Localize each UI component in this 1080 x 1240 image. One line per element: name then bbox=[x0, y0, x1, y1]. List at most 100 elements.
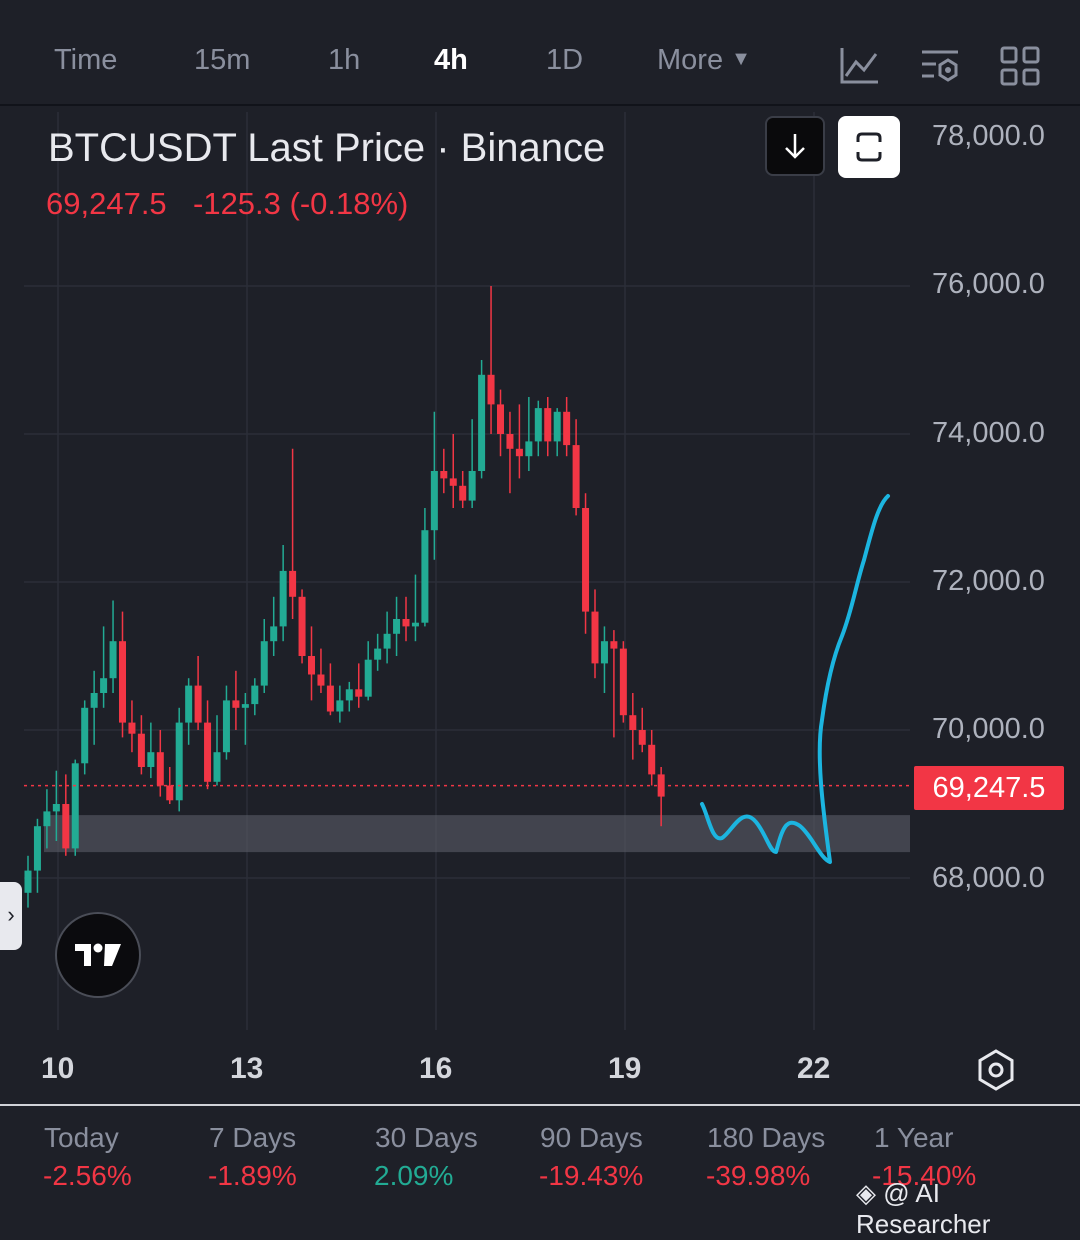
watermark: ◈ @ AI Researcher bbox=[856, 1178, 1080, 1240]
candle-up bbox=[468, 471, 476, 501]
perf-label-90days: 90 Days bbox=[540, 1122, 643, 1153]
candle-up bbox=[213, 752, 221, 782]
x-tick-label: 13 bbox=[230, 1052, 264, 1085]
tab-more[interactable]: More ▼ bbox=[657, 44, 751, 77]
candle-down bbox=[166, 785, 174, 801]
tradingview-logo[interactable] bbox=[55, 912, 141, 998]
watermark-text: @ AI Researcher bbox=[856, 1178, 991, 1239]
candle-up bbox=[52, 804, 60, 812]
candle-up bbox=[81, 707, 89, 764]
candle-up bbox=[100, 678, 108, 693]
arrow-down-icon bbox=[785, 134, 805, 159]
perf-value-90days: -19.43% bbox=[539, 1160, 644, 1191]
candle-up bbox=[430, 471, 438, 531]
perf-value-1year: -15.40% bbox=[872, 1160, 977, 1191]
candle-down bbox=[204, 722, 212, 782]
candle-down bbox=[355, 689, 363, 697]
candle-up bbox=[90, 693, 98, 708]
y-tick-label: 72,000.0 bbox=[932, 565, 1045, 597]
tab-1d[interactable]: 1D bbox=[546, 44, 584, 76]
perf-label-30days: 30 Days bbox=[375, 1122, 478, 1153]
last-price-tag: 69,247.5 bbox=[914, 766, 1064, 810]
symbol-title: BTCUSDT Last Price · Binance bbox=[48, 126, 606, 170]
y-tick-label: 70,000.0 bbox=[932, 713, 1045, 745]
candle-down bbox=[619, 648, 627, 716]
candle-down bbox=[459, 485, 467, 501]
candle-up bbox=[336, 700, 344, 712]
perf-value-30days: 2.09% bbox=[374, 1160, 454, 1191]
candle-down bbox=[119, 641, 126, 723]
candle-up bbox=[383, 633, 391, 649]
candle-down bbox=[232, 700, 240, 708]
candle-down bbox=[638, 730, 646, 745]
candle-up bbox=[525, 441, 533, 457]
projection-drawing bbox=[700, 494, 890, 864]
last-price: 69,247.5 bbox=[46, 186, 167, 221]
chart-settings-icon[interactable] bbox=[918, 44, 962, 88]
candle-down bbox=[449, 478, 457, 486]
candle-up bbox=[270, 626, 278, 642]
perf-value-180days: -39.98% bbox=[706, 1160, 811, 1191]
perf-value-today: -2.56% bbox=[43, 1160, 132, 1191]
x-tick-label: 19 bbox=[608, 1052, 642, 1085]
indicators-icon[interactable] bbox=[838, 44, 882, 88]
scroll-down-button[interactable] bbox=[765, 116, 825, 176]
expand-panel-button[interactable]: › bbox=[0, 882, 22, 950]
candle-up bbox=[241, 704, 249, 708]
candle-down bbox=[629, 715, 637, 730]
candle-down bbox=[194, 685, 202, 723]
watermark-logo-icon: ◈ bbox=[856, 1178, 876, 1208]
tab-time[interactable]: Time bbox=[54, 44, 118, 76]
candle-up bbox=[600, 641, 608, 664]
candle-down bbox=[156, 752, 164, 786]
candle-up bbox=[421, 530, 429, 623]
candle-up bbox=[109, 641, 117, 679]
candle-down bbox=[506, 434, 514, 449]
perf-label-today: Today bbox=[44, 1122, 119, 1153]
x-tick-label: 16 bbox=[419, 1052, 453, 1085]
fullscreen-button[interactable] bbox=[838, 116, 900, 178]
y-tick-label: 68,000.0 bbox=[932, 862, 1045, 894]
candle-down bbox=[326, 685, 334, 712]
candle-up bbox=[147, 752, 155, 767]
settings-gear-icon[interactable] bbox=[974, 1048, 1018, 1092]
candle-down bbox=[572, 445, 580, 508]
candle-down bbox=[317, 674, 325, 686]
candle-up bbox=[251, 685, 259, 705]
candle-down bbox=[289, 570, 297, 597]
candle-down bbox=[402, 619, 410, 627]
candle-up bbox=[222, 700, 230, 753]
tab-1h[interactable]: 1h bbox=[328, 44, 361, 76]
candle-up bbox=[393, 619, 401, 634]
perf-value-7days: -1.89% bbox=[208, 1160, 297, 1191]
candle-down bbox=[515, 448, 523, 457]
candle-down bbox=[610, 641, 618, 649]
candle-down bbox=[591, 611, 599, 664]
x-tick-label: 10 bbox=[41, 1052, 75, 1085]
candle-down bbox=[298, 596, 306, 656]
performance-bar bbox=[0, 1104, 1080, 1221]
tab-4h[interactable]: 4h bbox=[434, 44, 468, 76]
y-tick-label: 76,000.0 bbox=[932, 268, 1045, 300]
candle-up bbox=[478, 374, 486, 471]
candle-up bbox=[345, 689, 353, 701]
candle-down bbox=[308, 656, 315, 675]
candle-up bbox=[553, 411, 561, 442]
candle-down bbox=[544, 408, 552, 442]
tradingview-logo-icon bbox=[75, 943, 121, 966]
caret-down-icon: ▼ bbox=[731, 48, 751, 70]
candle-up bbox=[24, 870, 32, 893]
perf-label-180days: 180 Days bbox=[707, 1122, 826, 1153]
candle-down bbox=[128, 722, 136, 734]
layout-grid-icon[interactable] bbox=[998, 44, 1042, 88]
candle-down bbox=[563, 411, 571, 446]
candle-up bbox=[364, 659, 372, 697]
x-tick-label: 22 bbox=[797, 1052, 831, 1085]
candle-up bbox=[33, 826, 41, 871]
price-change: -125.3 (-0.18%) bbox=[193, 186, 409, 221]
candle-up bbox=[175, 722, 183, 801]
tab-15m[interactable]: 15m bbox=[194, 44, 251, 76]
y-tick-label: 78,000.0 bbox=[932, 120, 1045, 152]
candle-down bbox=[440, 471, 448, 479]
